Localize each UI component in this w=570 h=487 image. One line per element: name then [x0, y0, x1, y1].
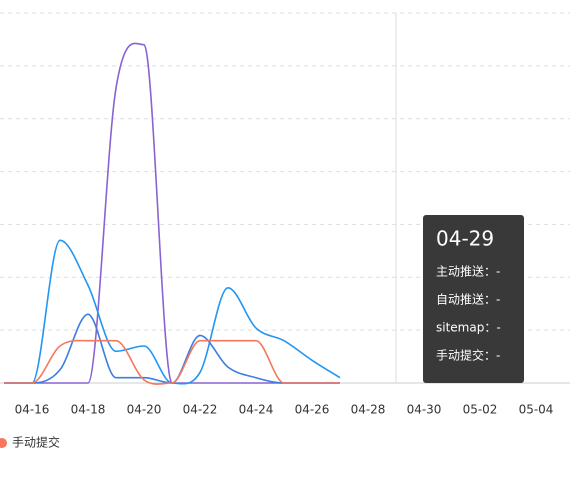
tooltip-row: 主动推送：-	[436, 264, 500, 279]
x-tick-label: 04-16	[15, 403, 50, 417]
line	[4, 339, 340, 385]
x-tick-label: 04-18	[71, 403, 106, 417]
line	[4, 42, 340, 384]
tooltip: 04-29 主动推送：- 自动推送：- sitemap：- 手动提交：-	[423, 215, 524, 383]
series-line	[4, 313, 340, 384]
series-line	[4, 42, 340, 384]
legend-marker	[0, 438, 7, 448]
series-line	[4, 339, 340, 385]
tooltip-row: 手动提交：-	[436, 348, 500, 363]
x-tick-label: 04-26	[295, 403, 330, 417]
tooltip-title: 04-29	[436, 227, 494, 251]
line	[4, 313, 340, 384]
tooltip-row: 自动推送：-	[436, 292, 500, 307]
series-line	[4, 239, 341, 385]
x-tick-label: 04-24	[239, 403, 274, 417]
x-tick-label: 04-22	[183, 403, 218, 417]
x-tick-label: 05-04	[519, 403, 554, 417]
x-tick-label: 04-30	[407, 403, 442, 417]
legend-label: 手动提交	[12, 435, 60, 450]
line	[4, 239, 341, 385]
x-tick-label: 05-02	[463, 403, 498, 417]
tooltip-row: sitemap：-	[436, 321, 501, 335]
tooltip-box	[423, 215, 524, 383]
x-tick-label: 04-28	[351, 403, 386, 417]
x-tick-label: 04-20	[127, 403, 162, 417]
